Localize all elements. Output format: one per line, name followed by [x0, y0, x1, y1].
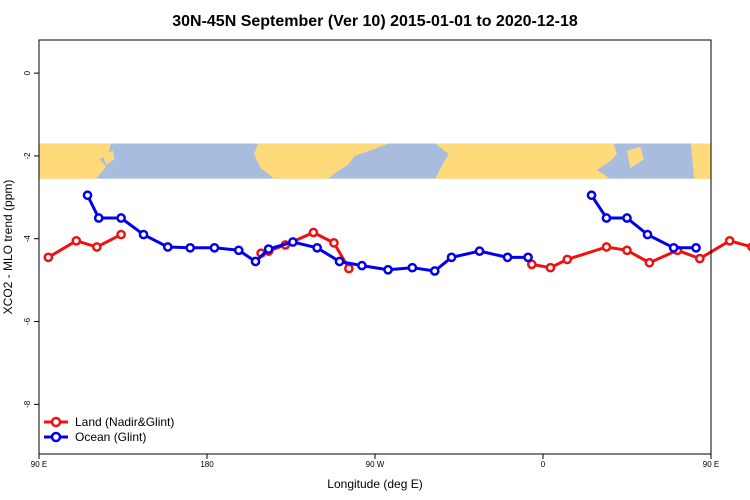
- data-point: [288, 237, 298, 247]
- data-point: [407, 262, 418, 273]
- data-point: [312, 242, 322, 253]
- data-point: [334, 256, 345, 267]
- data-point: [383, 264, 393, 275]
- y-tick-label: -4: [23, 235, 32, 243]
- legend: Land (Nadir&Glint)Ocean (Glint): [44, 415, 174, 444]
- data-point: [724, 235, 735, 246]
- data-point: [116, 213, 126, 223]
- data-point: [344, 263, 354, 274]
- data-point: [526, 259, 537, 270]
- data-point: [233, 245, 244, 256]
- data-point: [43, 252, 54, 263]
- map-land-5: [690, 143, 711, 179]
- legend-label: Land (Nadir&Glint): [75, 415, 174, 429]
- data-point: [429, 266, 440, 276]
- data-point: [622, 245, 632, 256]
- y-tick-label: 0: [23, 70, 32, 75]
- map-land-2: [254, 143, 389, 179]
- y-tick-label: -6: [23, 317, 32, 325]
- data-point: [446, 252, 457, 263]
- data-point: [308, 227, 319, 238]
- legend-swatch-marker: [50, 431, 62, 443]
- data-point: [357, 260, 367, 271]
- data-point: [209, 242, 220, 253]
- data-point: [601, 242, 612, 252]
- x-tick-label: 90 E: [703, 460, 719, 469]
- data-point: [93, 213, 104, 223]
- legend-item-1: Ocean (Glint): [44, 430, 146, 444]
- map-land-4: [627, 147, 644, 169]
- data-point: [162, 242, 173, 252]
- data-point: [523, 252, 533, 263]
- data-point: [116, 229, 126, 240]
- data-point: [691, 242, 701, 253]
- data-point: [601, 213, 612, 223]
- world-map-band: [39, 143, 711, 179]
- map-land-3: [435, 143, 617, 179]
- series-1: [82, 190, 701, 276]
- data-point: [329, 238, 339, 248]
- map-land-1: [102, 150, 115, 165]
- data-point: [668, 242, 679, 253]
- data-point: [694, 253, 705, 264]
- data-point: [502, 252, 513, 263]
- data-point: [71, 235, 82, 246]
- data-point: [545, 262, 556, 273]
- plot-area: [39, 143, 750, 276]
- x-tick-label: 90 W: [366, 460, 385, 469]
- data-point: [82, 190, 93, 201]
- series-line: [86, 194, 529, 273]
- data-point: [263, 244, 274, 254]
- y-axis-label: XCO2 - MLO trend (ppm): [1, 180, 15, 315]
- y-tick-label: -2: [23, 152, 32, 160]
- data-point: [92, 242, 102, 252]
- x-axis-label: Longitude (deg E): [327, 477, 422, 491]
- legend-label: Ocean (Glint): [75, 430, 146, 444]
- series-line: [47, 233, 122, 259]
- data-point: [562, 254, 573, 265]
- data-point: [185, 242, 196, 253]
- map-land-0: [39, 143, 111, 179]
- y-tick-label: -8: [23, 400, 32, 408]
- data-point: [586, 190, 597, 201]
- data-point: [644, 257, 655, 268]
- legend-item-0: Land (Nadir&Glint): [44, 415, 174, 429]
- data-point: [250, 256, 261, 267]
- chart-title: 30N-45N September (Ver 10) 2015-01-01 to…: [172, 13, 578, 30]
- data-point: [622, 213, 632, 223]
- data-point: [138, 229, 149, 240]
- x-tick-label: 90 E: [31, 460, 47, 469]
- x-tick-label: 0: [541, 460, 546, 469]
- x-tick-label: 180: [200, 460, 214, 469]
- legend-swatch-marker: [50, 416, 62, 428]
- data-point: [474, 246, 485, 256]
- data-point: [642, 229, 653, 240]
